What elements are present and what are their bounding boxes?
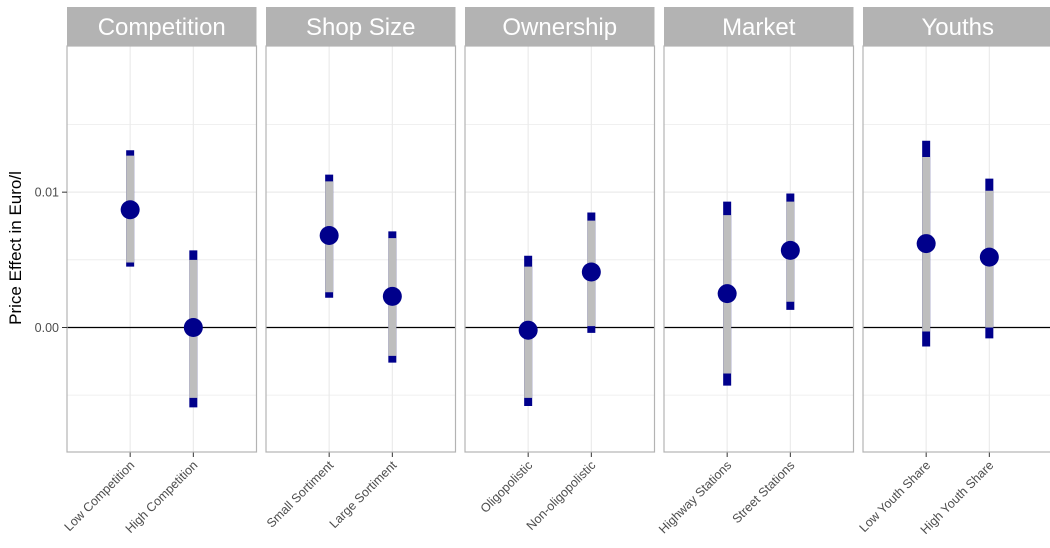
y-axis-label: Price Effect in Euro/l [6, 171, 25, 325]
panel-background [465, 46, 655, 452]
panel-background [863, 46, 1050, 452]
x-tick-label: Small Sortiment [264, 458, 337, 531]
facet-strip [465, 7, 655, 46]
facet-title: Ownership [502, 14, 617, 41]
y-axis: 0.00 0.01 [35, 186, 67, 335]
x-tick-label: Large Sortiment [327, 458, 400, 531]
point-estimate [979, 247, 999, 267]
panel-background [266, 46, 456, 452]
point-estimate [916, 234, 936, 254]
point-estimate [382, 286, 402, 306]
panel-background [664, 46, 854, 452]
point-estimate [518, 320, 538, 340]
x-tick-label: Street Stations [730, 458, 798, 526]
facet-strip [863, 7, 1050, 46]
point-estimate [183, 317, 203, 337]
y-tick-label: 0.00 [35, 321, 59, 335]
point-estimate [319, 225, 339, 245]
facet-title: Competition [98, 14, 226, 41]
x-tick-label: Oligopolistic [478, 458, 536, 516]
facet-strip [67, 7, 257, 46]
point-estimate [120, 200, 140, 220]
point-estimate [717, 284, 737, 304]
x-tick-label: Non-oligopolistic [524, 458, 599, 533]
facet-title: Youths [921, 14, 994, 41]
facet-title: Shop Size [306, 14, 415, 41]
point-estimate [780, 240, 800, 260]
panel-background [67, 46, 257, 452]
x-tick-label: Highway Stations [656, 458, 734, 536]
facet-strip [266, 7, 456, 46]
point-estimate [581, 262, 601, 282]
facet-strip [664, 7, 854, 46]
facet-title: Market [722, 14, 796, 41]
y-tick-label: 0.01 [35, 186, 59, 200]
